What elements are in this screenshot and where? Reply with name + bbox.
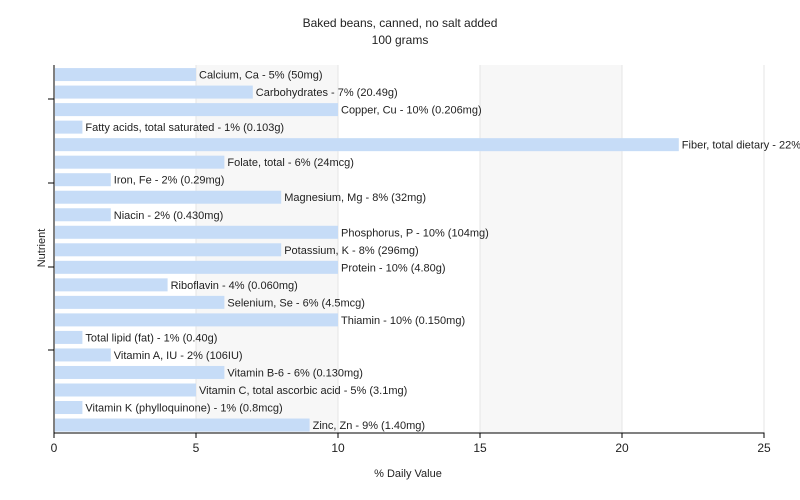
bar-label: Calcium, Ca - 5% (50mg) (199, 70, 322, 82)
bar-label: Folate, total - 6% (24mcg) (227, 157, 354, 169)
bar (55, 418, 310, 432)
bar (55, 85, 253, 99)
plot-band (338, 65, 480, 433)
bar (55, 190, 282, 204)
plot-band (480, 65, 622, 433)
bar-label: Riboflavin - 4% (0.060mg) (171, 280, 298, 292)
x-tick-label: 5 (193, 441, 200, 455)
x-tick-label: 15 (473, 441, 487, 455)
bar-label: Vitamin A, IU - 2% (106IU) (114, 350, 243, 362)
bar-label: Total lipid (fat) - 1% (0.40g) (85, 332, 217, 344)
bar-label: Potassium, K - 8% (296mg) (284, 245, 419, 257)
bar (55, 260, 338, 274)
bar (55, 401, 83, 415)
bar (55, 330, 83, 344)
bar (55, 138, 679, 152)
axes (48, 65, 765, 434)
bar-label: Phosphorus, P - 10% (104mg) (341, 227, 489, 239)
bar-label: Thiamin - 10% (0.150mg) (341, 315, 465, 327)
bar (55, 155, 225, 169)
bar (55, 383, 196, 397)
bar-label: Iron, Fe - 2% (0.29mg) (114, 175, 225, 187)
bars (55, 68, 679, 432)
bar-label: Fatty acids, total saturated - 1% (0.103… (85, 122, 284, 134)
x-tick-label: 20 (615, 441, 629, 455)
bar-label: Carbohydrates - 7% (20.49g) (256, 87, 398, 99)
bar (55, 243, 282, 257)
plot-band (622, 65, 764, 433)
x-ticks: 0 5 10 15 20 25 (51, 433, 771, 455)
x-tick-label: 0 (51, 441, 58, 455)
bar (55, 120, 83, 134)
chart-subtitle: 100 grams (372, 33, 429, 47)
bar (55, 208, 111, 222)
bar (55, 348, 111, 362)
chart-title: Baked beans, canned, no salt added (303, 16, 498, 30)
bar-label: Vitamin B-6 - 6% (0.130mg) (227, 367, 363, 379)
bar (55, 365, 225, 379)
bar-labels: Calcium, Ca - 5% (50mg) Carbohydrates - 7… (85, 70, 800, 432)
bar-label: Zinc, Zn - 9% (1.40mg) (313, 420, 425, 432)
bar-label: Fiber, total dietary - 22% (5.5g) (682, 140, 800, 152)
bar (55, 295, 225, 309)
x-axis-title: % Daily Value (374, 468, 442, 480)
bar-label: Copper, Cu - 10% (0.206mg) (341, 105, 482, 117)
bar-label: Niacin - 2% (0.430mg) (114, 210, 223, 222)
bar (55, 103, 338, 117)
x-tick-label: 25 (757, 441, 771, 455)
bar-label: Vitamin K (phylloquinone) - 1% (0.8mcg) (85, 403, 282, 415)
x-tick-label: 10 (331, 441, 345, 455)
bar (55, 68, 196, 82)
bar-label: Selenium, Se - 6% (4.5mcg) (227, 297, 365, 309)
bar-label: Protein - 10% (4.80g) (341, 262, 446, 274)
bar-label: Magnesium, Mg - 8% (32mg) (284, 192, 426, 204)
y-axis-title: Nutrient (36, 229, 48, 268)
bar (55, 313, 338, 327)
bar-label: Vitamin C, total ascorbic acid - 5% (3.1… (199, 385, 407, 397)
bar (55, 278, 168, 292)
bar (55, 173, 111, 187)
bar (55, 225, 338, 239)
